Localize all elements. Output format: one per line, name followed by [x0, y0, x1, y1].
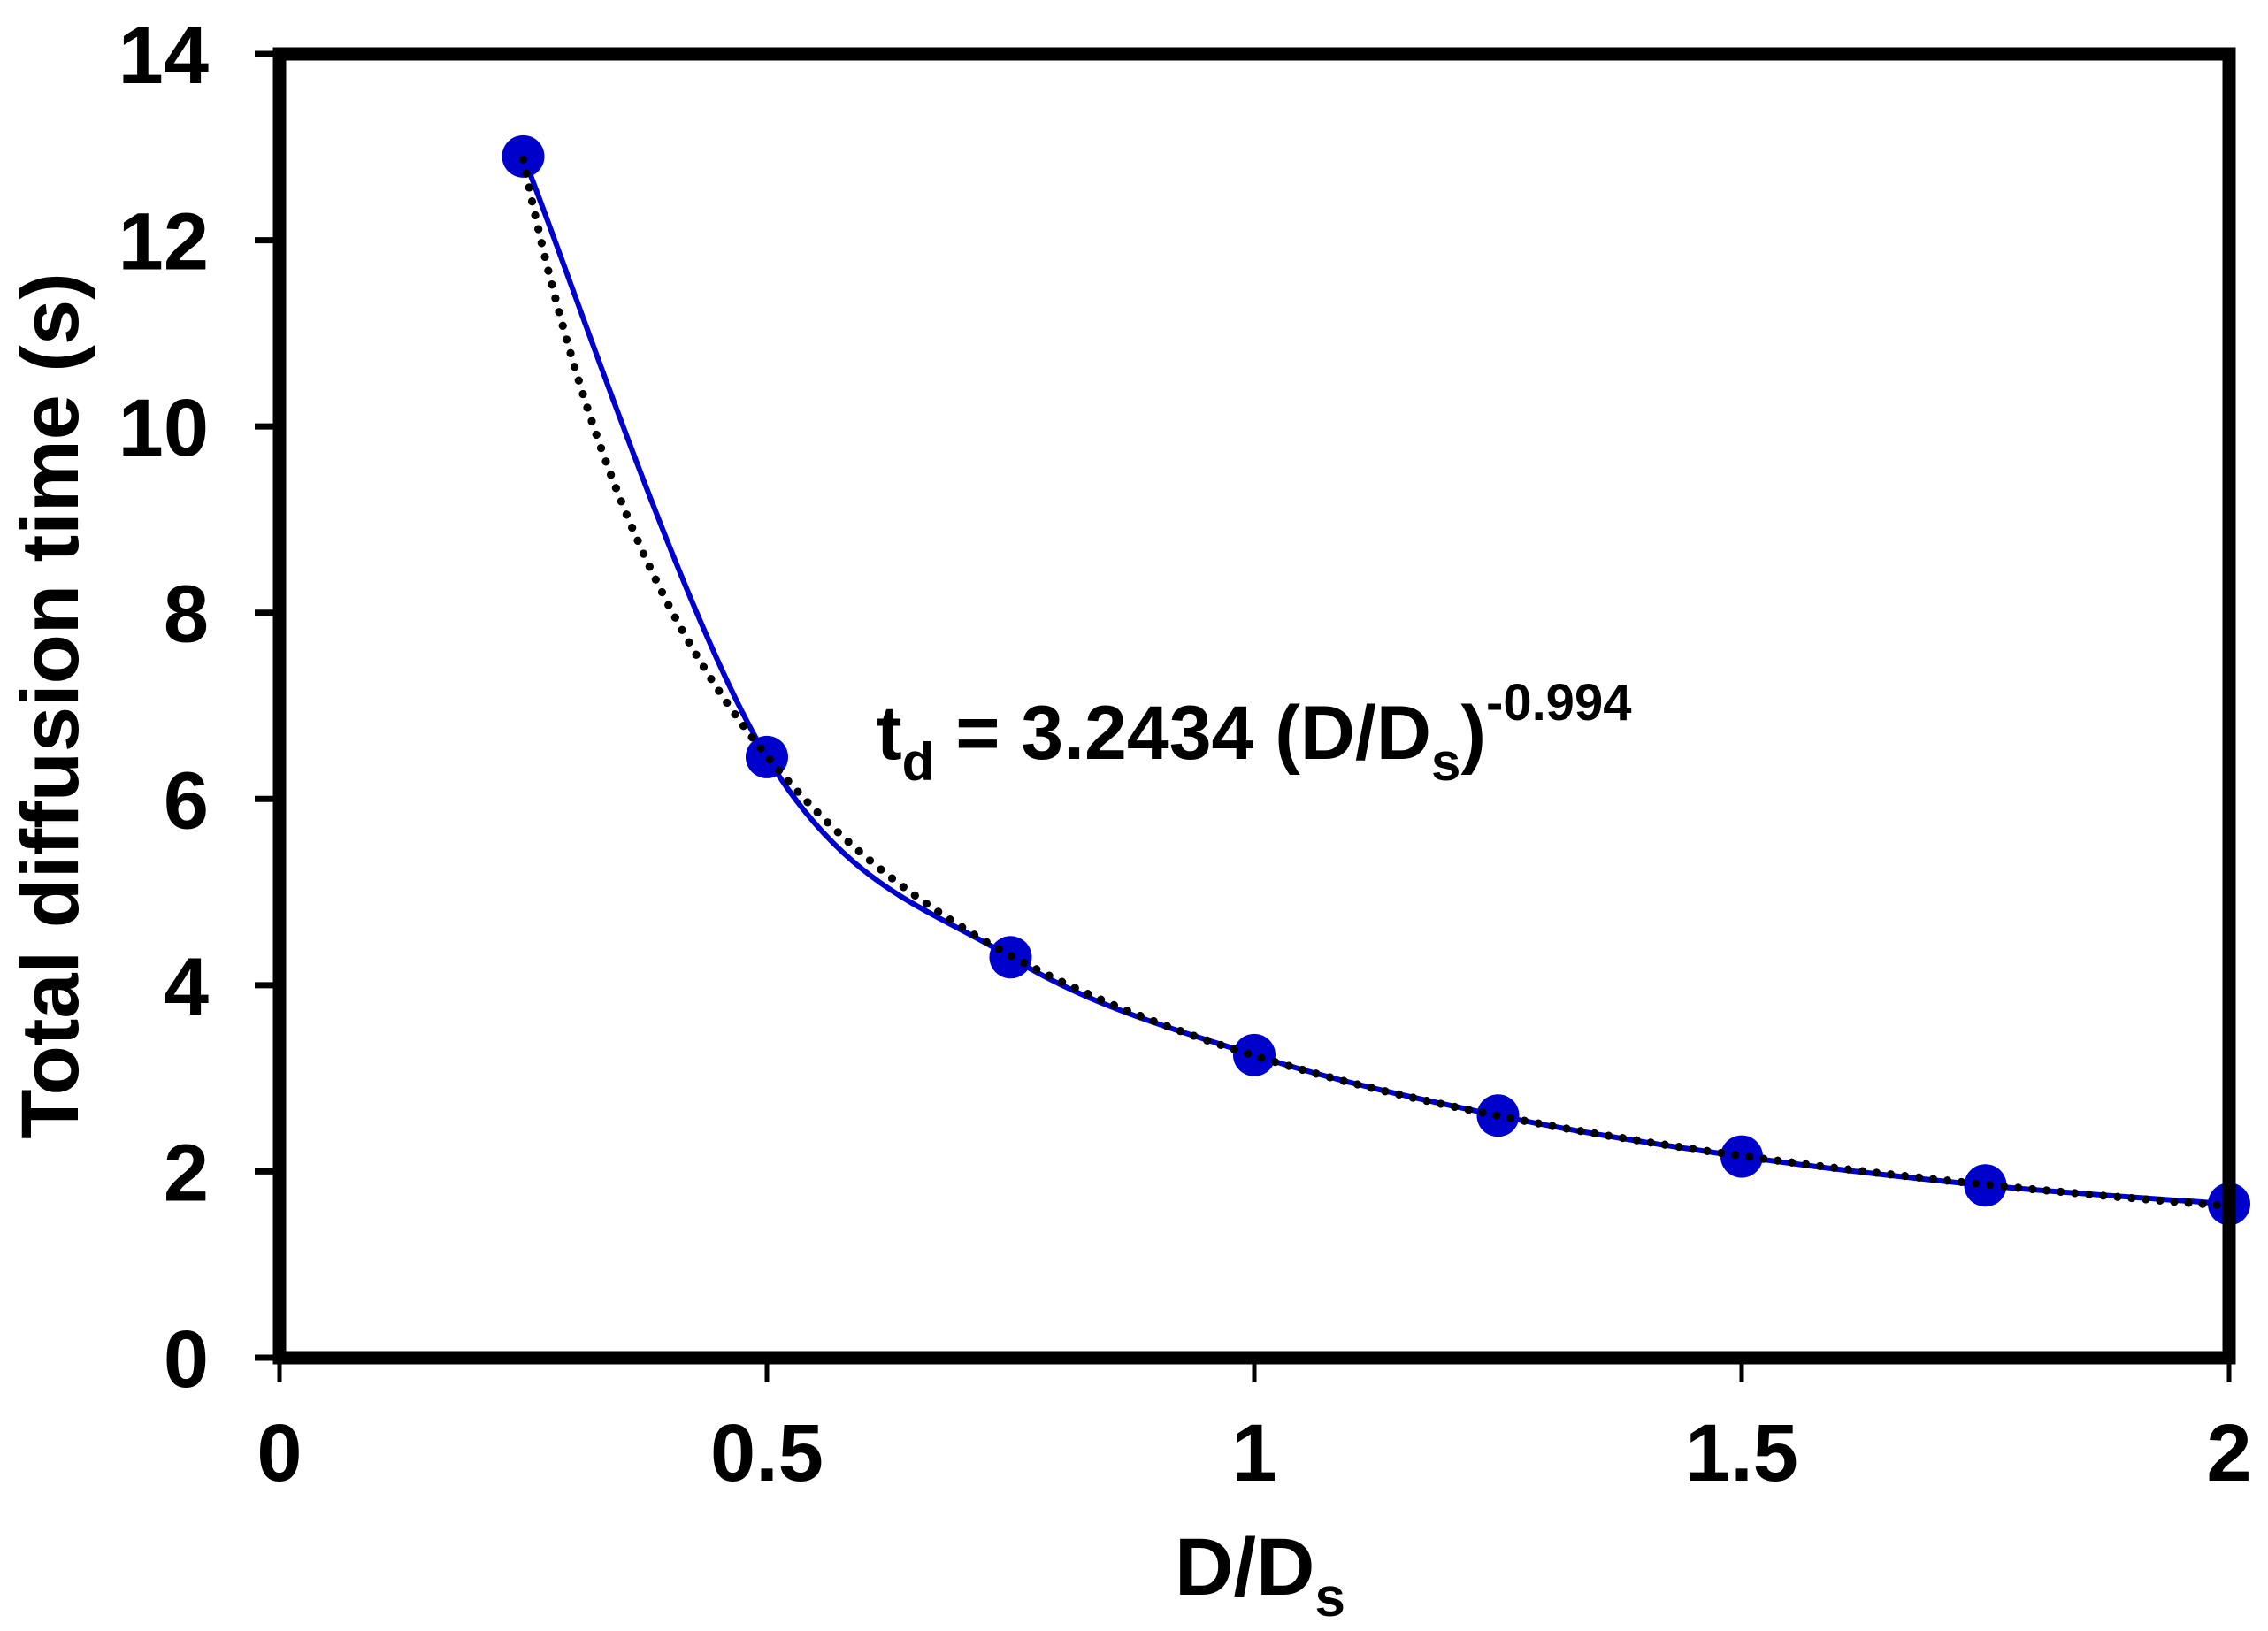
x-tick-label: 0 [257, 1408, 302, 1498]
y-tick-label: 12 [119, 197, 209, 287]
x-axis-ticks: 0 0.5 1 1.5 2 [257, 1358, 2252, 1498]
y-tick-label: 14 [119, 11, 209, 101]
y-tick-label: 8 [164, 570, 209, 660]
eq-exponent: -0.994 [1486, 674, 1631, 731]
fit-curve [519, 155, 2234, 1210]
y-tick-label: 10 [119, 383, 209, 473]
y-axis-title: Total diffusion time (s) [5, 272, 96, 1139]
eq-t: t [877, 691, 902, 776]
data-point-marker [1964, 1164, 2007, 1207]
y-tick-label: 2 [164, 1128, 209, 1218]
x-tick-label: 2 [2206, 1408, 2251, 1498]
y-axis-ticks: 0 2 4 6 8 10 12 14 [119, 11, 280, 1405]
eq-middle: = 3.2434 (D/D [934, 691, 1431, 776]
x-tick-label: 1 [1231, 1408, 1276, 1498]
data-point-marker [1720, 1135, 1763, 1178]
x-tick-label: 0.5 [710, 1408, 824, 1498]
x-axis-title-subscript: s [1314, 1567, 1345, 1628]
eq-close-paren: ) [1460, 691, 1486, 776]
power-fit-dotted-line-overlay [519, 155, 2234, 1210]
y-tick-label: 4 [164, 942, 209, 1032]
x-axis-title: D/Ds [1175, 1522, 1345, 1628]
eq-ds-subscript: s [1431, 732, 1460, 792]
fit-equation-annotation: td = 3.2434 (D/Ds)-0.994 [877, 674, 1631, 792]
x-axis-title-main: D/D [1175, 1522, 1314, 1612]
y-tick-label: 6 [164, 755, 209, 846]
y-tick-label: 0 [164, 1314, 209, 1405]
eq-t-subscript: d [902, 732, 935, 792]
data-point-marker [1233, 1033, 1276, 1076]
x-tick-label: 1.5 [1685, 1408, 1798, 1498]
